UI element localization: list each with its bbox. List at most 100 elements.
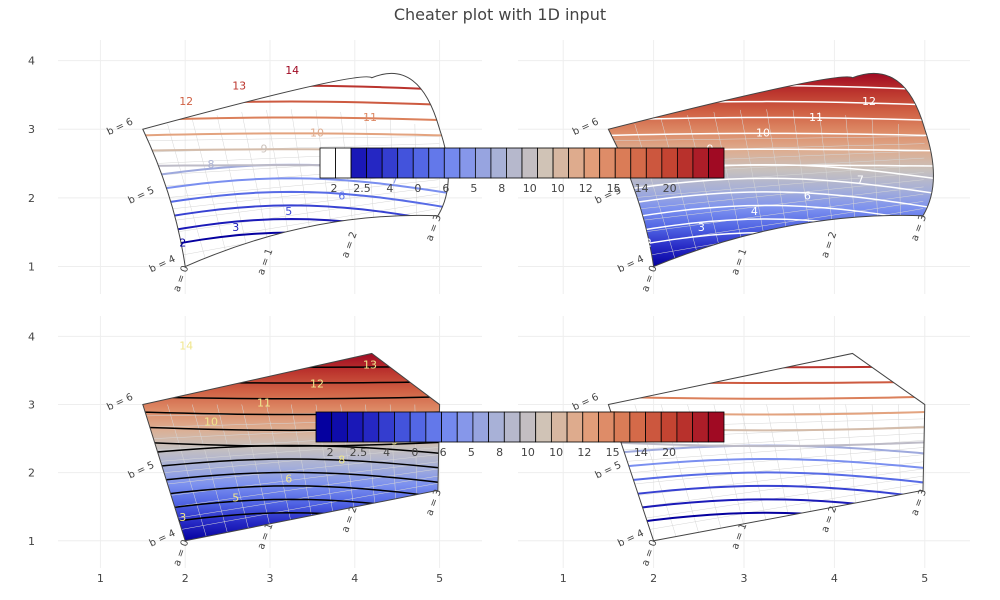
b-axis-label: b = 5 [127,460,157,482]
colorbar-segment [707,411,725,443]
colorbar-segment [425,411,442,443]
colorbar-top: 2 2.5 4 0 6 5 8 10 10 12 15 14 20 [319,147,725,195]
colorbar-segment [488,411,505,443]
colorbar-tick-label: 15 [607,182,621,195]
colorbar-segment [366,147,383,179]
colorbar-segment [552,147,570,179]
colorbar-tick-label: 10 [521,446,535,459]
contour-label: 8 [338,454,345,467]
colorbar-segment [661,147,678,179]
contour-label: 2 [645,237,652,250]
y-tick-label: 1 [28,261,35,274]
contour-label: 10 [204,416,218,429]
contour-line [142,84,449,92]
colorbar-segment [535,411,552,443]
colorbar-tick-label: 20 [662,446,676,459]
contour-line [142,132,449,138]
contour-label: 11 [257,397,271,410]
x-tick-label: 1 [97,572,104,585]
contour-label: 4 [751,205,758,218]
contour-line [142,116,449,122]
colorbar-segment [519,411,537,443]
carpet-a-gridline [687,115,722,254]
x-tick-label: 3 [267,572,274,585]
colorbar-segment [629,411,646,443]
colorbar-segment [397,147,414,179]
colorbar-segment [692,147,709,179]
x-tick-label: 4 [351,572,358,585]
colorbar-segment [583,147,601,179]
b-axis-label: b = 5 [594,460,624,482]
contour-label: 11 [363,111,377,124]
carpet-b-gridline [146,136,440,141]
colorbar-tick-label: 5 [468,446,475,459]
colorbar-segment [630,147,647,179]
contour-line [608,395,925,400]
carpet-a-gridline [792,109,811,237]
x-tick-label: 5 [436,572,443,585]
colorbar-segment [472,411,490,443]
contour-label: 3 [179,511,186,524]
contour-label: 6 [804,189,811,202]
colorbar-segment [443,147,461,179]
colorbar-segment [613,411,631,443]
colorbar-segment [506,147,523,179]
contour-line [608,365,925,369]
contour-line [142,365,440,368]
contour-label: 3 [232,221,239,234]
colorbar-tick-label: 12 [577,446,591,459]
colorbar-tick-label: 10 [523,182,537,195]
contour-label: 12 [310,378,324,391]
colorbar-segment [490,147,507,179]
carpet-outline [142,73,449,268]
contour-line [142,440,440,447]
carpet-outline [607,73,934,268]
contour-line [608,191,934,213]
contour-label: 6 [285,473,292,486]
contour-line [142,458,440,472]
contour-line [142,471,440,487]
chart-title: Cheater plot with 1D input [394,5,606,24]
carpet-b-gridline [612,136,925,141]
x-tick-label: 3 [741,572,748,585]
colorbar-tick-label: 4 [386,182,393,195]
y-tick-label: 1 [28,535,35,548]
contour-label: 13 [659,79,673,92]
colorbar-tick-label: 14 [634,446,648,459]
colorbar-segment [456,411,474,443]
colorbar-tick-label: 0 [414,182,421,195]
colorbar-segment [599,147,616,179]
contour-line [608,177,934,198]
contour-line [608,471,925,487]
contour-label: 7 [857,174,864,187]
contour-line [608,231,934,258]
colorbar-tick-label: 2.5 [350,446,368,459]
contour-line [608,457,925,472]
contour-label: 6 [338,189,345,202]
x-tick-label: 5 [921,572,928,585]
carpet-b-gridline [630,172,924,199]
colorbar-segment [441,411,458,443]
colorbar-tick-label: 8 [498,182,505,195]
contour-line [142,177,449,198]
a-axis-label: a = 0 [172,264,192,293]
b-axis-label: b = 6 [105,116,135,138]
colorbar-tick-label: 20 [663,182,677,195]
contour-line [142,231,449,258]
b-axis-label: b = 6 [105,392,135,414]
carpet-fill [608,73,934,267]
b-axis-label: b = 4 [148,254,178,276]
colorbar-segment [378,411,395,443]
colorbar-segment [568,147,585,179]
contour-line [608,511,925,532]
colorbar-segment [394,411,411,443]
carpet-outline [142,352,441,542]
b-axis-label: b = 6 [571,392,601,414]
contour-label: 5 [232,492,239,505]
colorbar-tick-label: 2 [327,446,334,459]
colorbar-segment [708,147,725,179]
colorbar-segment [676,147,694,179]
a-axis-label: a = 2 [820,230,840,259]
contour-label: 9 [261,142,268,155]
